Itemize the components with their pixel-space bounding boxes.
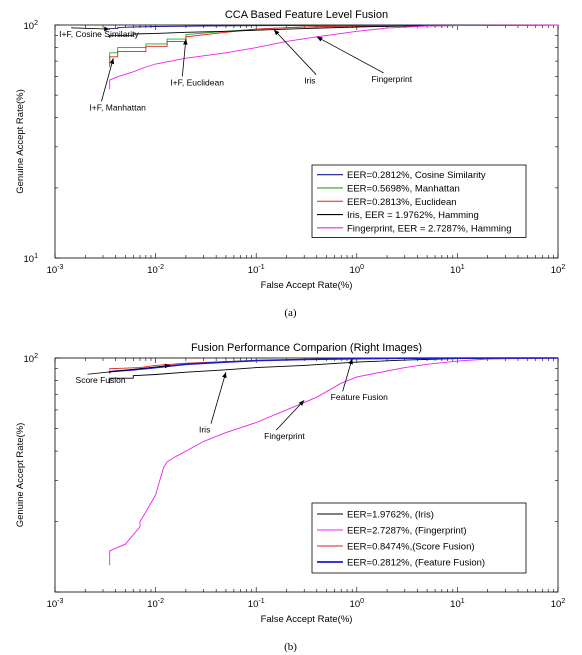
chart-1-series-1-line xyxy=(109,357,558,566)
chart-0-plot-frame xyxy=(54,24,559,259)
chart-0-ytick-label-1: 102 xyxy=(24,20,39,32)
chart-1-annotation-2-arrow xyxy=(275,399,305,431)
chart-1-legend-entry-2: EER=0.8474%,(Score Fusion) xyxy=(347,542,475,553)
chart-0-xtick-label-2: 10-1 xyxy=(248,264,265,276)
chart-0-series-2-line xyxy=(109,24,558,67)
chart-0-legend-entry-4: Fingerprint, EER = 2.7287%, Hamming xyxy=(347,223,511,234)
chart-0-annotation-2: Iris xyxy=(304,76,315,86)
chart-1-title: Fusion Performance Comparion (Right Imag… xyxy=(191,342,422,354)
chart-0-xtick-label-1: 10-2 xyxy=(147,264,164,276)
chart-1-annotation-3-arrowhead xyxy=(348,358,353,365)
chart-0-xtick-label-0: 10-3 xyxy=(47,264,64,276)
chart-0-annotation-1-arrowhead xyxy=(183,39,188,45)
chart-1-plot-frame xyxy=(54,357,559,593)
chart-1-annotation-1: Iris xyxy=(199,425,210,435)
chart-1-annotation-2: Fingerprint xyxy=(264,431,305,441)
chart-0-annotation-4: I+F, Manhattan xyxy=(89,102,146,112)
chart-0-annotation-0-arrowhead xyxy=(104,26,110,32)
chart-1-annotation-1-arrowhead xyxy=(222,372,227,379)
chart-0-annotation-1: I+F, Euclidean xyxy=(170,77,224,87)
chart-1-ytick-label-0: 102 xyxy=(24,353,39,365)
chart-cca-fusion: CCA Based Feature Level Fusion 10-3 10-2 10… xyxy=(15,9,565,319)
chart-0-xtick-label-4: 101 xyxy=(450,264,465,276)
chart-0-legend-entry-3: Iris, EER = 1.9762%, Hamming xyxy=(347,210,479,221)
chart-0-annotation-2-arrow xyxy=(273,29,317,75)
chart-1-xlabel: False Accept Rate(%) xyxy=(261,614,353,625)
chart-1-annotation-0-arrow xyxy=(87,364,171,375)
chart-0-caption: (a) xyxy=(284,307,297,319)
chart-0-annotation-3-arrowhead xyxy=(316,36,323,42)
chart-0-ylabel: Genuine Accept Rate(%) xyxy=(15,89,26,194)
chart-0-annotation-4-arrowhead xyxy=(109,58,115,65)
chart-1-xtick-label-2: 10-1 xyxy=(248,598,265,610)
chart-1-legend-entry-1: EER=2.7287%, (Fingerprint) xyxy=(347,526,467,537)
chart-0-legend-entry-0: EER=0.2812%, Cosine Similarity xyxy=(347,170,486,181)
chart-1-annotation-0-arrowhead xyxy=(164,363,171,369)
chart-0-annotation-0-arrow xyxy=(71,27,110,30)
chart-0-series-3-line xyxy=(109,24,558,38)
chart-0-ytick-label-0: 101 xyxy=(24,253,39,265)
chart-0-annotation-3: Fingerprint xyxy=(372,74,413,84)
chart-0-annotation-4-arrow xyxy=(101,58,114,102)
chart-0-annotation-0: I+F, Cosine Similarity xyxy=(59,29,139,39)
chart-1-xtick-label-4: 101 xyxy=(450,598,465,610)
chart-0-xtick-label-3: 100 xyxy=(350,264,365,276)
chart-1-annotation-2-arrowhead xyxy=(298,400,305,406)
chart-1-xtick-label-1: 10-2 xyxy=(147,598,164,610)
chart-1-xtick-label-5: 102 xyxy=(551,598,566,610)
chart-1-caption: (b) xyxy=(284,641,297,653)
chart-0-xtick-label-5: 102 xyxy=(551,264,566,276)
chart-0-title: CCA Based Feature Level Fusion xyxy=(225,9,388,21)
chart-1-legend xyxy=(311,502,527,574)
chart-1-annotation-3-arrow xyxy=(342,358,353,392)
chart-0-legend-entry-1: EER=0.5698%, Manhattan xyxy=(347,183,460,194)
chart-1-annotation-1-arrow xyxy=(210,372,227,424)
chart-0-annotation-2-arrowhead xyxy=(273,29,280,36)
chart-1-annotation-3: Feature Fusion xyxy=(331,392,388,402)
chart-1-series-0-line xyxy=(109,357,558,384)
chart-1-ylabel: Genuine Accept Rate(%) xyxy=(15,423,26,528)
chart-1-xtick-label-3: 100 xyxy=(350,598,365,610)
chart-1-legend-entry-0: EER=1.9762%, (Iris) xyxy=(347,510,434,521)
chart-0-annotation-1-arrow xyxy=(181,39,187,77)
chart-0-annotation-3-arrow xyxy=(316,36,384,74)
chart-1-annotation-0: Score Fusion xyxy=(76,375,126,385)
chart-1-legend-entry-3: EER=0.2812%, (Feature Fusion) xyxy=(347,558,485,569)
chart-0-series-4-line xyxy=(109,24,558,90)
chart-0-xlabel: False Accept Rate(%) xyxy=(261,280,353,291)
chart-0-series-0-line xyxy=(109,24,558,30)
chart-1-xtick-label-0: 10-3 xyxy=(47,598,64,610)
chart-0-legend-entry-2: EER=0.2813%, Euclidean xyxy=(347,197,457,208)
chart-0-legend xyxy=(311,164,527,238)
chart-fusion-performance: Fusion Performance Comparion (Right Imag… xyxy=(15,342,565,653)
chart-1-series-3-line xyxy=(108,357,558,374)
